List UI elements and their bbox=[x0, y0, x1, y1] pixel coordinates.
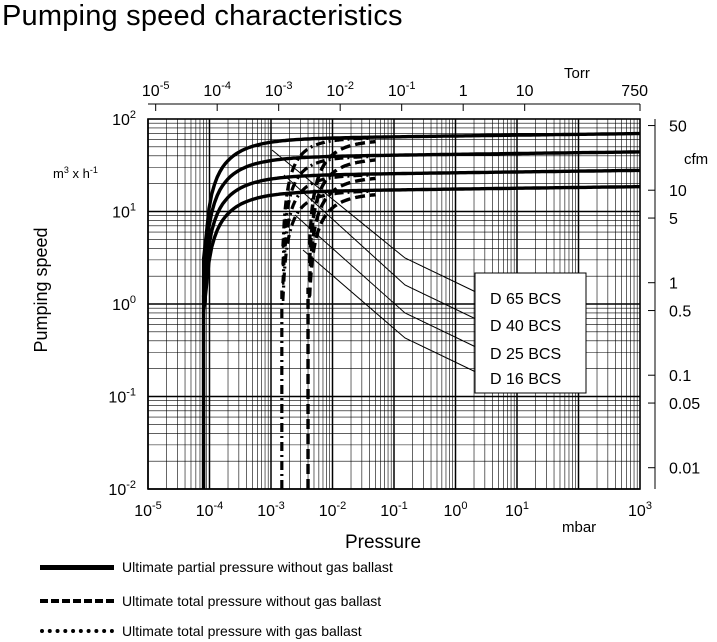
right-tick-label: 1 bbox=[669, 276, 678, 293]
series-label: D 65 BCS bbox=[490, 291, 561, 308]
total-pressure-ballast-curve bbox=[307, 176, 376, 282]
partial-pressure-curve bbox=[201, 131, 640, 261]
x-axis-title: Pressure bbox=[345, 532, 421, 553]
series-label-box: D 65 BCS D 40 BCS D 25 BCS D 16 BCS bbox=[474, 272, 587, 394]
y-tick-label: 10-2 bbox=[108, 479, 136, 499]
total-pressure-curve bbox=[281, 136, 370, 248]
right-tick-label: 5 bbox=[669, 211, 678, 228]
legend-swatch-solid bbox=[40, 564, 114, 570]
top-tick-label: 1 bbox=[459, 83, 468, 100]
top-tick-label: 10 bbox=[516, 83, 534, 100]
top-tick-label: 10-4 bbox=[203, 80, 231, 100]
series-label: D 25 BCS bbox=[490, 346, 561, 363]
x-tick-label: 101 bbox=[505, 500, 529, 520]
total-pressure-ballast-curve bbox=[307, 158, 376, 264]
legend-item-total-no-ballast: Ultimate total pressure without gas ball… bbox=[40, 590, 381, 612]
top-tick-label: 10-5 bbox=[142, 80, 170, 100]
legend-swatch-dash-dot bbox=[40, 599, 114, 603]
x-tick-label: 100 bbox=[444, 500, 468, 520]
pumping-speed-chart: 10-5 10-4 10-3 10-2 10-1 100 101 10310210110010… bbox=[31, 65, 708, 553]
x-unit-label: mbar bbox=[562, 519, 596, 536]
chart-title: Pumping speed characteristics bbox=[2, 0, 403, 32]
right-tick-label: 0.05 bbox=[669, 396, 700, 413]
partial-pressure-curve bbox=[201, 150, 640, 279]
x-tick-label: 10-1 bbox=[380, 500, 408, 520]
y-tick-label: 100 bbox=[112, 294, 136, 314]
right-tick-label: 0.01 bbox=[669, 461, 700, 478]
top-tick-label: 10-2 bbox=[326, 80, 354, 100]
axis-labels: Pressure Pumping speed mbar Torr cfm m3 x h-1 bbox=[31, 65, 708, 553]
x-tick-label: 10-4 bbox=[196, 500, 224, 520]
right-tick-label: 10 bbox=[669, 183, 687, 200]
plot-frame bbox=[147, 103, 656, 490]
right-tick-label: 0.1 bbox=[669, 368, 691, 385]
y-axis-title: Pumping speed bbox=[31, 227, 51, 352]
leader-line bbox=[271, 149, 481, 295]
plot-border bbox=[147, 118, 641, 490]
x-tick-label: 103 bbox=[628, 500, 652, 520]
right-tick-label: 0.5 bbox=[669, 304, 691, 321]
x-tick-label: 10-2 bbox=[319, 500, 347, 520]
series-label: D 40 BCS bbox=[490, 318, 561, 335]
right-tick-label: 50 bbox=[669, 119, 687, 136]
y-unit-label: m3 x h-1 bbox=[53, 165, 98, 181]
series-label: D 16 BCS bbox=[490, 371, 561, 388]
leader-line bbox=[283, 174, 481, 322]
legend-label: Ultimate partial pressure without gas ba… bbox=[122, 559, 393, 575]
legend-swatch-dashed bbox=[40, 629, 114, 633]
total-pressure-curve bbox=[281, 189, 370, 301]
legend-label: Ultimate total pressure without gas ball… bbox=[122, 593, 382, 609]
x-tick-label: 10-3 bbox=[257, 500, 285, 520]
y-tick-label: 10-1 bbox=[108, 387, 136, 407]
legend-item-partial-no-ballast: Ultimate partial pressure without gas ba… bbox=[40, 556, 393, 578]
leader-line bbox=[302, 249, 481, 375]
legend-item-total-with-ballast: Ultimate total pressure with gas ballast bbox=[40, 620, 362, 642]
series-label-panel bbox=[474, 272, 587, 394]
x-tick-label: 10-5 bbox=[134, 500, 162, 520]
series-curves bbox=[201, 131, 640, 489]
axis-ticks: 10-5 10-4 10-3 10-2 10-1 100 101 10310210110010… bbox=[108, 80, 700, 520]
total-pressure-curve bbox=[281, 155, 370, 267]
top-tick-label: 750 bbox=[621, 83, 648, 100]
top-tick-label: 10-1 bbox=[388, 80, 416, 100]
right-unit-label: cfm bbox=[684, 151, 708, 168]
total-pressure-ballast-curve bbox=[307, 139, 376, 245]
total-pressure-ballast-curve bbox=[307, 193, 376, 298]
top-unit-label: Torr bbox=[564, 65, 590, 82]
partial-pressure-curve bbox=[201, 168, 640, 297]
legend-label: Ultimate total pressure with gas ballast bbox=[122, 623, 362, 639]
y-tick-label: 101 bbox=[112, 202, 136, 222]
top-tick-label: 10-3 bbox=[265, 80, 293, 100]
total-pressure-curve bbox=[281, 173, 370, 285]
leader-line bbox=[294, 214, 481, 350]
partial-pressure-curve bbox=[201, 185, 640, 314]
y-tick-label: 102 bbox=[112, 109, 136, 129]
